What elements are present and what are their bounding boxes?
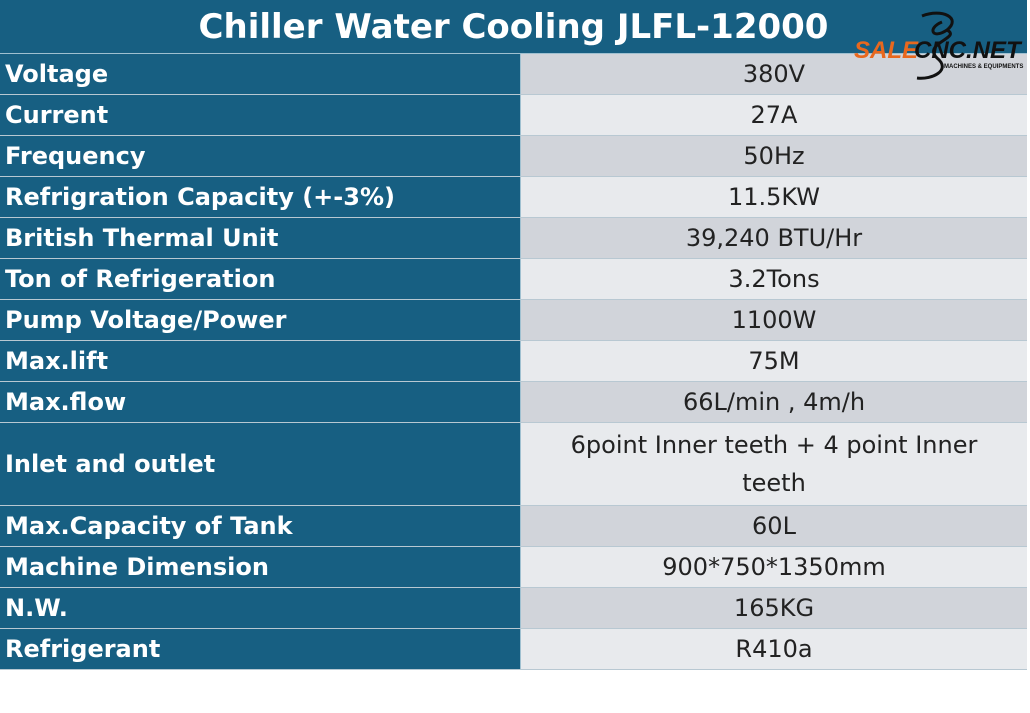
row-label: Ton of Refrigeration — [0, 259, 521, 299]
row-label: Current — [0, 95, 521, 135]
table-row: Max.Capacity of Tank 60L — [0, 506, 1027, 547]
row-value: 900*750*1350mm — [521, 547, 1027, 587]
logo-text-cnc: CNC.NET — [914, 37, 1023, 64]
row-value: 380V — [521, 54, 1027, 94]
table-row: Ton of Refrigeration 3.2Tons — [0, 259, 1027, 300]
spec-rows: Voltage 380V Current 27A Frequency 50Hz Refrig… — [0, 54, 1027, 670]
table-row: Refrigerant R410a — [0, 629, 1027, 670]
table-row: British Thermal Unit 39,240 BTU/Hr — [0, 218, 1027, 259]
row-label: N.W. — [0, 588, 521, 628]
table-row: Machine Dimension 900*750*1350mm — [0, 547, 1027, 588]
table-row: Pump Voltage/Power 1100W — [0, 300, 1027, 341]
row-value: 3.2Tons — [521, 259, 1027, 299]
row-value: 11.5KW — [521, 177, 1027, 217]
row-label: Voltage — [0, 54, 521, 94]
row-value: 50Hz — [521, 136, 1027, 176]
table-row: Inlet and outlet 6point Inner teeth + 4 p… — [0, 423, 1027, 506]
row-label: Machine Dimension — [0, 547, 521, 587]
row-label: Pump Voltage/Power — [0, 300, 521, 340]
table-row: Frequency 50Hz — [0, 136, 1027, 177]
table-row: Max.flow 66L/min , 4m/h — [0, 382, 1027, 423]
table-title: Chiller Water Cooling JLFL-12000 — [0, 0, 1027, 54]
dragon-icon — [916, 11, 954, 80]
row-label: Refrigration Capacity (+-3%) — [0, 177, 521, 217]
row-label: Max.lift — [0, 341, 521, 381]
table-row: N.W. 165KG — [0, 588, 1027, 629]
row-value: 6point Inner teeth + 4 point Inner teeth — [521, 423, 1027, 505]
table-row: Current 27A — [0, 95, 1027, 136]
row-value: R410a — [521, 629, 1027, 669]
row-value: 60L — [521, 506, 1027, 546]
row-label: Refrigerant — [0, 629, 521, 669]
logo-tagline: MACHINES & EQUIPMENTS — [944, 64, 1023, 70]
row-label: Inlet and outlet — [0, 423, 521, 505]
spec-table: Chiller Water Cooling JLFL-12000 Voltage… — [0, 0, 1027, 670]
row-value: 39,240 BTU/Hr — [521, 218, 1027, 258]
logo-text-sale: SALE — [854, 37, 919, 64]
row-value: 75M — [521, 341, 1027, 381]
table-row: Voltage 380V — [0, 54, 1027, 95]
table-row: Refrigration Capacity (+-3%) 11.5KW — [0, 177, 1027, 218]
row-label: Frequency — [0, 136, 521, 176]
table-row: Max.lift 75M — [0, 341, 1027, 382]
row-label: Max.Capacity of Tank — [0, 506, 521, 546]
row-value: 165KG — [521, 588, 1027, 628]
row-value: 66L/min , 4m/h — [521, 382, 1027, 422]
row-label: British Thermal Unit — [0, 218, 521, 258]
row-value: 1100W — [521, 300, 1027, 340]
row-value: 27A — [521, 95, 1027, 135]
salecnc-logo: SALE CNC.NET MACHINES & EQUIPMENTS — [854, 11, 1023, 80]
row-label: Max.flow — [0, 382, 521, 422]
